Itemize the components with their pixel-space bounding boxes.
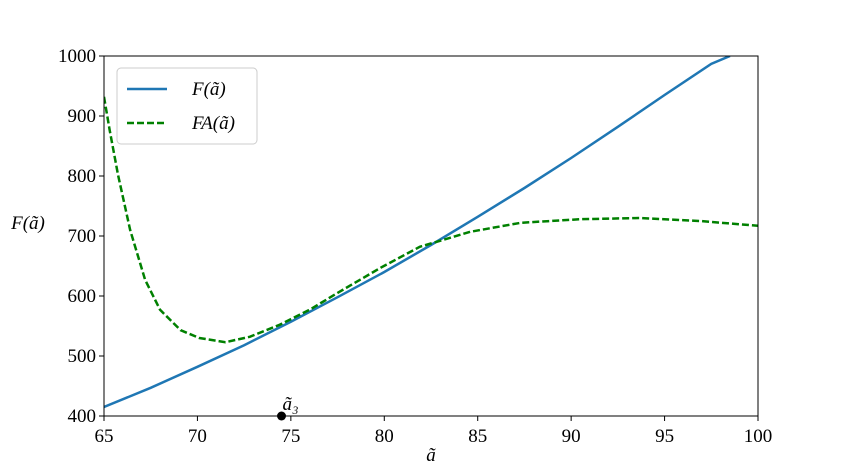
legend-label: F(ã): [191, 79, 226, 100]
x-tick-label: 70: [188, 426, 207, 447]
y-tick-label: 1000: [58, 46, 96, 67]
y-tick-label: 700: [68, 226, 97, 247]
plot-area: [104, 56, 758, 409]
annotation-point: [277, 411, 287, 421]
series-line: [104, 56, 731, 409]
x-tick-label: 80: [375, 426, 394, 447]
legend-box: [116, 67, 258, 145]
series-line: [104, 96, 758, 344]
y-tick-label: 600: [68, 286, 97, 307]
x-tick-label: 75: [281, 426, 300, 447]
y-tick-label: 400: [68, 406, 97, 427]
x-tick-label: 65: [95, 426, 114, 447]
x-tick-label: 100: [744, 426, 773, 447]
y-axis-label: F(ã): [10, 213, 45, 234]
y-tick-label: 500: [68, 346, 97, 367]
x-tick-label: 95: [655, 426, 674, 447]
annotation-label: ã₃: [283, 394, 299, 415]
x-tick-label: 85: [468, 426, 487, 447]
x-axis-label: ã: [426, 445, 436, 466]
legend-label: FA(ã): [191, 113, 235, 134]
y-tick-label: 900: [68, 106, 97, 127]
y-tick-label: 800: [68, 166, 97, 187]
x-tick-label: 90: [562, 426, 581, 447]
